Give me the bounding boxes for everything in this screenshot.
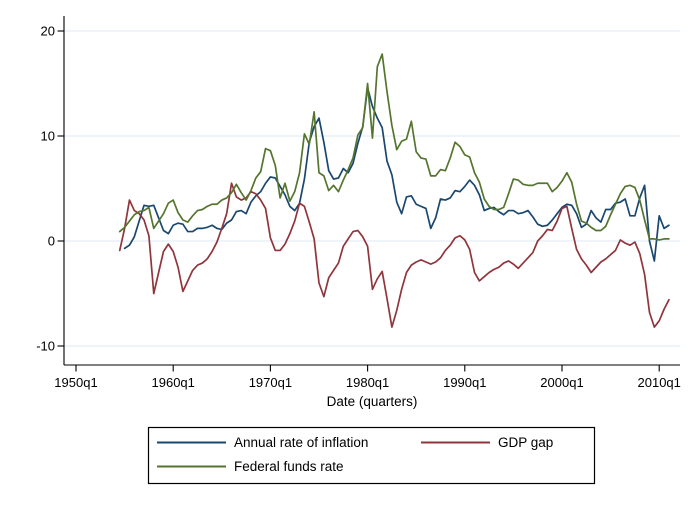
- y-tick-label-0: 0: [48, 234, 55, 249]
- legend: Annual rate of inflation Federal funds r…: [147, 426, 596, 485]
- x-tick-label-2010q1: 2010q1: [638, 375, 681, 390]
- y-tick-label--10: -10: [36, 339, 55, 354]
- x-axis-title: Date (quarters): [327, 394, 418, 409]
- y-tick-label-10: 10: [41, 129, 55, 144]
- x-tick-label-1990q1: 1990q1: [443, 375, 486, 390]
- x-tick-label-1980q1: 1980q1: [346, 375, 389, 390]
- legend-label-gdpgap: GDP gap: [498, 435, 553, 450]
- legend-label-inflation: Annual rate of inflation: [234, 435, 368, 450]
- x-tick-label-1950q1: 1950q1: [54, 375, 97, 390]
- legend-box: [147, 426, 596, 485]
- series-line-gdp-gap: [118, 182, 670, 328]
- x-tick-label-1960q1: 1960q1: [152, 375, 195, 390]
- series-line-federal-funds-rate: [118, 53, 670, 241]
- series-line-annual-rate-of-inflation: [123, 86, 670, 262]
- legend-label-fedfunds: Federal funds rate: [234, 459, 344, 474]
- y-tick-label-20: 20: [41, 24, 55, 39]
- plot-area: 20 10 0 -10 1950q1 1960q1 1970q1 1980q1 1990q1 20…: [36, 16, 681, 390]
- x-tick-label-1970q1: 1970q1: [249, 375, 292, 390]
- x-tick-label-2000q1: 2000q1: [540, 375, 583, 390]
